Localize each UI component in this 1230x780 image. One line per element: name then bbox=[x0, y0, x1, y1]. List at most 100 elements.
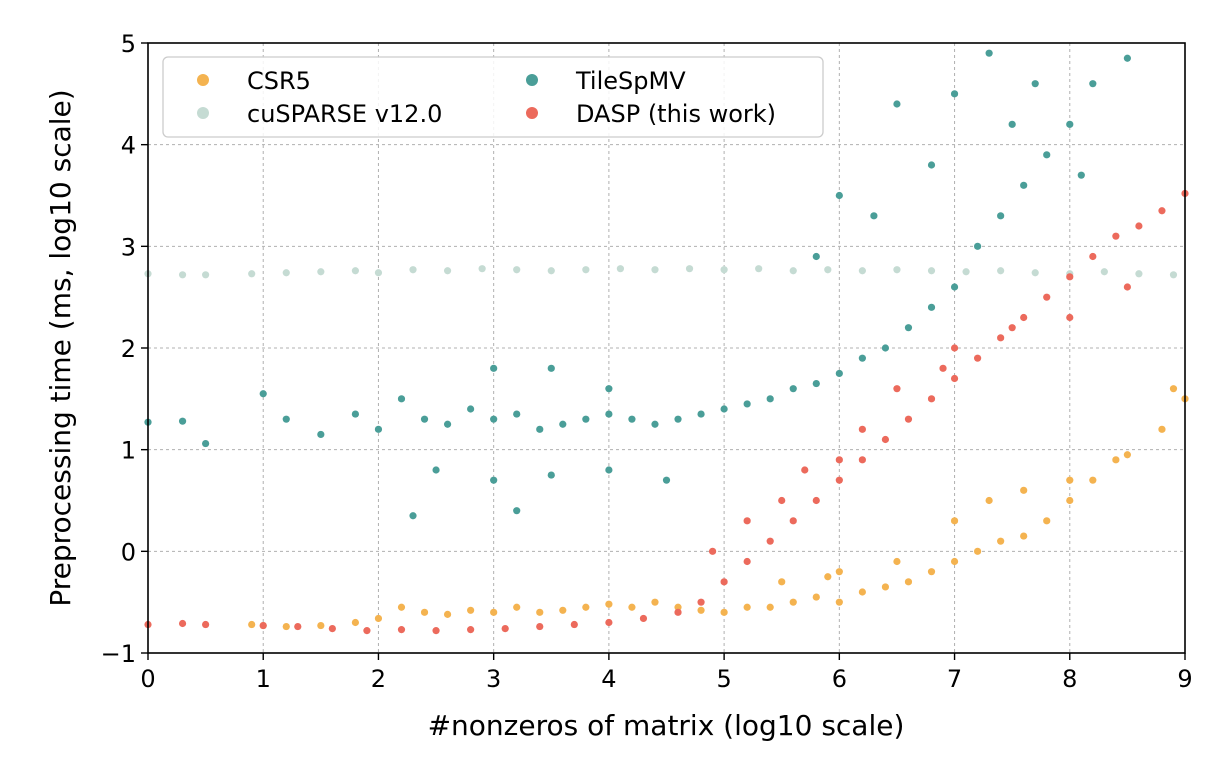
dasp-this-work-point bbox=[835, 456, 843, 464]
x-tick-label: 6 bbox=[832, 665, 847, 693]
cusparse-v12-0-point bbox=[582, 266, 590, 274]
tilespmv-point bbox=[1089, 80, 1097, 88]
legend-marker-csr5 bbox=[197, 74, 209, 86]
cusparse-v12-0-point bbox=[824, 266, 832, 274]
y-tick-label: 2 bbox=[121, 335, 136, 363]
tilespmv-point bbox=[985, 49, 993, 57]
cusparse-v12-0-point bbox=[1100, 268, 1108, 276]
tilespmv-point bbox=[605, 385, 613, 393]
tilespmv-point bbox=[513, 410, 521, 418]
csr5-point bbox=[950, 557, 959, 566]
x-tick-label: 7 bbox=[947, 665, 962, 693]
dasp-this-work-point bbox=[766, 537, 774, 545]
legend-marker-tilespmv bbox=[526, 74, 538, 86]
tilespmv-point bbox=[870, 212, 878, 220]
dasp-this-work-point bbox=[1066, 313, 1074, 322]
csr5-point bbox=[374, 614, 383, 623]
csr5-point bbox=[1112, 456, 1120, 464]
dasp-this-work-point bbox=[997, 334, 1005, 342]
dasp-this-work-point bbox=[974, 354, 982, 362]
cusparse-v12-0-point bbox=[1169, 271, 1178, 279]
dasp-this-work-point bbox=[939, 364, 947, 372]
dasp-this-work-point bbox=[467, 626, 475, 634]
dasp-this-work-point bbox=[397, 626, 406, 634]
dasp-this-work-point bbox=[1135, 222, 1143, 230]
x-tick-label: 4 bbox=[601, 665, 616, 693]
dasp-this-work-point bbox=[858, 425, 866, 433]
x-tick-label: 0 bbox=[140, 665, 155, 693]
tilespmv-point bbox=[490, 364, 498, 372]
dasp-this-work-point bbox=[881, 435, 890, 444]
dasp-this-work-point bbox=[639, 614, 648, 623]
data-points bbox=[144, 49, 1189, 635]
dasp-this-work-point bbox=[501, 625, 509, 633]
cusparse-v12-0-point bbox=[893, 266, 901, 274]
tilespmv-point bbox=[1123, 54, 1131, 62]
legend-label-tilespmv: TileSpMV bbox=[575, 67, 686, 95]
tilespmv-point bbox=[766, 395, 774, 403]
dasp-this-work-point bbox=[950, 344, 959, 352]
tilespmv-point bbox=[605, 466, 613, 474]
x-tick-label: 9 bbox=[1177, 665, 1192, 693]
dasp-this-work-point bbox=[178, 619, 187, 628]
csr5-point bbox=[893, 557, 901, 566]
cusparse-v12-0-point bbox=[282, 269, 290, 277]
x-tick-label: 2 bbox=[371, 665, 386, 693]
cusparse-v12-0-point bbox=[962, 268, 970, 276]
tilespmv-point bbox=[858, 354, 866, 362]
legend-label-cusparse: cuSPARSE v12.0 bbox=[247, 100, 442, 128]
y-tick-label: 1 bbox=[121, 437, 136, 465]
csr5-point bbox=[1066, 496, 1074, 505]
tilespmv-point bbox=[178, 417, 187, 425]
tilespmv-point bbox=[443, 420, 452, 428]
tilespmv-point bbox=[812, 252, 820, 261]
csr5-point bbox=[513, 603, 521, 611]
tilespmv-point bbox=[881, 344, 890, 352]
cusparse-v12-0-point bbox=[248, 270, 256, 278]
csr5-point bbox=[536, 608, 544, 616]
tilespmv-point bbox=[1008, 120, 1016, 128]
tilespmv-point bbox=[812, 379, 820, 388]
csr5-point bbox=[950, 517, 959, 525]
csr5-point bbox=[697, 606, 705, 614]
tilespmv-point bbox=[582, 415, 590, 423]
dasp-this-work-point bbox=[835, 476, 843, 484]
dasp-this-work-point bbox=[904, 415, 913, 423]
cusparse-v12-0-point bbox=[997, 267, 1005, 275]
tilespmv-point bbox=[697, 410, 705, 418]
cusparse-v12-0-point bbox=[178, 271, 187, 279]
tilespmv-point bbox=[547, 364, 555, 372]
x-tick-label: 3 bbox=[486, 665, 501, 693]
csr5-point bbox=[420, 608, 429, 616]
tilespmv-point bbox=[651, 420, 659, 428]
tilespmv-point bbox=[605, 410, 613, 418]
cusparse-v12-0-point bbox=[374, 269, 383, 277]
tilespmv-point bbox=[1020, 181, 1028, 189]
csr5-point bbox=[443, 610, 452, 618]
cusparse-v12-0-point bbox=[789, 267, 797, 275]
csr5-point bbox=[789, 598, 797, 606]
y-tick-label: 0 bbox=[121, 538, 136, 566]
tilespmv-point bbox=[835, 191, 843, 200]
csr5-point bbox=[1020, 532, 1028, 540]
tilespmv-point bbox=[950, 90, 959, 98]
dasp-this-work-point bbox=[743, 517, 751, 525]
legend-label-dasp: DASP (this work) bbox=[576, 100, 776, 128]
csr5-point bbox=[248, 620, 256, 629]
tilespmv-point bbox=[662, 476, 671, 484]
cusparse-v12-0-point bbox=[443, 267, 452, 275]
tilespmv-point bbox=[1077, 171, 1085, 179]
csr5-point bbox=[1066, 476, 1074, 484]
tilespmv-point bbox=[513, 507, 521, 515]
dasp-this-work-point bbox=[536, 622, 544, 631]
dasp-this-work-point bbox=[1008, 324, 1016, 332]
tilespmv-point bbox=[409, 512, 417, 520]
legend-box bbox=[162, 56, 824, 138]
x-axis-label: #nonzeros of matrix (log10 scale) bbox=[428, 709, 905, 742]
csr5-point bbox=[881, 583, 890, 591]
tilespmv-point bbox=[927, 303, 936, 311]
csr5-point bbox=[858, 588, 866, 596]
dasp-this-work-point bbox=[743, 557, 751, 566]
dasp-this-work-point bbox=[1158, 207, 1166, 215]
